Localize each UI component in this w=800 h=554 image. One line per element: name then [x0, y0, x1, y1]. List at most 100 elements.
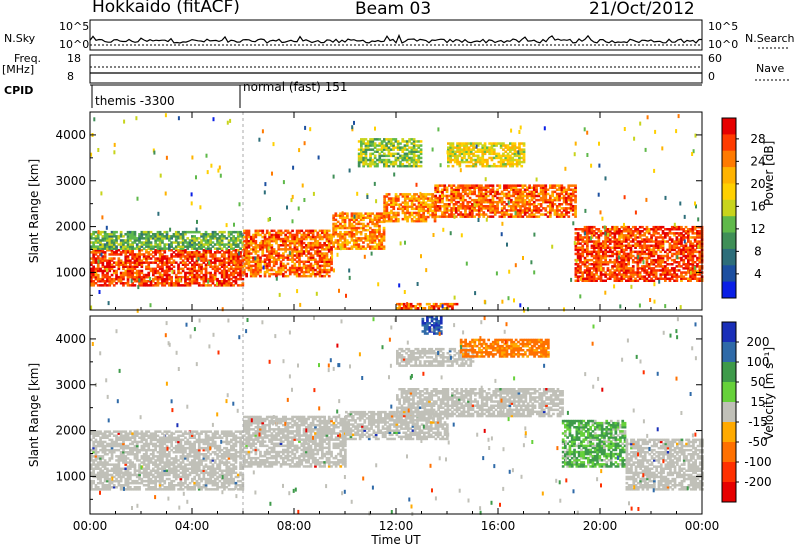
power-cell	[597, 256, 601, 260]
power-cell	[232, 239, 235, 242]
power-cell	[514, 209, 518, 212]
power-cell	[410, 142, 414, 145]
power-cell	[252, 250, 255, 253]
power-cell	[562, 190, 566, 194]
power-cell	[115, 245, 118, 248]
power-cell	[188, 257, 192, 260]
power-cell	[96, 267, 100, 271]
power-cell	[168, 273, 171, 277]
power-cell	[323, 254, 326, 257]
power-cell	[390, 197, 393, 200]
power-cell	[434, 215, 437, 218]
power-cell	[147, 235, 151, 238]
power-cell	[569, 198, 573, 202]
power-cell	[318, 258, 322, 261]
power-cell	[232, 280, 235, 283]
power-cell	[553, 184, 557, 187]
power-cell	[507, 196, 511, 200]
power-cell	[562, 188, 566, 191]
power-cell	[521, 184, 525, 187]
power-cell	[492, 156, 496, 160]
power-cell	[479, 160, 482, 164]
power-cell	[352, 220, 356, 224]
power-cell	[682, 261, 686, 264]
power-cell	[475, 186, 479, 189]
power-cell	[608, 248, 612, 252]
power-cell	[448, 302, 452, 306]
power-cell	[687, 252, 690, 256]
power-cell	[300, 246, 304, 249]
power-cell	[602, 256, 605, 260]
power-cell	[473, 190, 476, 194]
power-cell	[468, 200, 472, 204]
power-cell	[218, 257, 222, 260]
power-cell	[268, 250, 271, 253]
power-cell	[103, 265, 107, 268]
power-cell	[682, 248, 686, 252]
power-cell	[493, 200, 497, 204]
power-cell	[350, 237, 354, 240]
power-cell	[492, 152, 496, 156]
power-cell	[443, 186, 447, 189]
power-cell	[696, 279, 699, 282]
power-cell	[641, 265, 644, 268]
power-cell	[450, 207, 453, 210]
power-cell	[177, 241, 180, 244]
power-cell	[654, 250, 658, 254]
power-cell	[465, 142, 469, 145]
power-cell	[325, 256, 329, 259]
power-cell	[408, 138, 411, 141]
power-cell	[555, 209, 559, 212]
power-cell	[583, 258, 587, 262]
power-cell	[177, 275, 180, 279]
power-cell	[243, 235, 246, 239]
noise-panel	[89, 19, 790, 51]
power-cell	[574, 196, 577, 200]
power-cell	[152, 255, 155, 258]
power-cell	[92, 251, 95, 254]
power-cell	[654, 258, 658, 262]
power-cell	[122, 275, 125, 279]
power-cell	[498, 215, 502, 218]
power-cell	[505, 196, 509, 200]
power-cell	[108, 245, 112, 248]
power-cell	[634, 246, 637, 249]
power-cell	[216, 259, 219, 262]
power-cell	[268, 241, 271, 245]
power-cell	[629, 252, 633, 256]
power-cell	[491, 215, 495, 218]
power-cell	[535, 190, 538, 194]
power-cell	[323, 270, 326, 274]
power-cell	[216, 233, 219, 236]
power-cell	[184, 284, 187, 287]
power-speckle	[623, 127, 626, 131]
power-cell	[606, 263, 610, 266]
power-cell	[376, 158, 379, 162]
power-cell	[133, 235, 137, 238]
power-cell	[396, 148, 400, 151]
power-cell	[188, 267, 192, 271]
power-cell	[115, 282, 118, 285]
power-cell	[583, 250, 587, 254]
power-cell	[186, 230, 190, 234]
power-cell	[152, 280, 155, 283]
power-cell	[502, 164, 505, 168]
power-cell	[295, 229, 299, 233]
power-cell	[99, 239, 102, 242]
power-cell	[318, 274, 322, 278]
power-cell	[500, 215, 504, 218]
power-cell	[422, 197, 425, 200]
power-cell	[445, 207, 449, 210]
power-cell	[149, 257, 153, 260]
power-cell	[200, 271, 203, 275]
power-cell	[375, 235, 379, 238]
power-cell	[90, 247, 93, 250]
power-cell	[165, 243, 169, 246]
power-cell	[179, 267, 183, 271]
power-cell	[691, 246, 695, 249]
power-cell	[569, 205, 573, 208]
power-cell	[245, 241, 248, 245]
power-cell	[108, 263, 112, 266]
power-cell	[362, 241, 365, 244]
power-cell	[357, 220, 361, 224]
